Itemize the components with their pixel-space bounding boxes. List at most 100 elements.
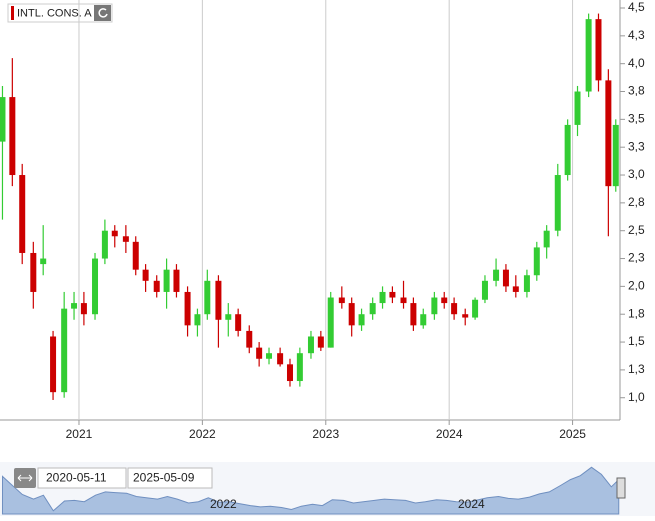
candle-body [481,280,488,300]
candle-body [173,269,180,292]
y-tick-label: 1,0 [628,390,645,404]
range-start-input[interactable] [37,467,127,489]
candle-body [554,175,561,231]
candle-body [19,175,26,253]
y-tick-label: 2,5 [628,223,645,237]
candle-body [163,269,170,292]
candle-body [132,241,139,270]
candle-body [235,314,242,331]
navigator: 2020-05-11 2025-05-09 2022 2024 [0,462,655,516]
candle-body [327,297,334,348]
candle-body [338,297,345,304]
candle-body [431,297,438,315]
candle-body [523,275,530,292]
candle-body [122,236,129,242]
candle-body [317,336,324,348]
y-tick-label: 4,0 [628,56,645,70]
candle-body [379,291,386,304]
x-tick-label: 2024 [436,427,463,441]
candle-body [71,303,78,309]
candles [0,13,619,400]
candle-body [153,280,160,292]
candle-body [215,280,222,320]
candle-body [256,347,263,359]
y-tick-label: 1,8 [628,306,645,320]
candle-body [40,258,47,265]
legend: INTL. CONS. A [7,3,113,23]
candle-body [533,247,540,276]
candle-body [184,291,191,326]
legend-box [7,3,113,23]
candle-body [194,314,201,326]
x-tick-label: 2023 [312,427,339,441]
candle-body [286,364,293,382]
y-tick-label: 3,8 [628,84,645,98]
candle-body [204,280,211,315]
candle-body [369,303,376,315]
candle-body [142,269,149,281]
y-tick-label: 2,3 [628,251,645,265]
candle-body [101,230,108,259]
candle-body [50,336,57,393]
candle-body [246,330,253,348]
refresh-icon [98,8,108,18]
candle-body [410,303,417,326]
candle-body [564,124,571,176]
candle-body [574,91,581,125]
navigator-tick-label: 2022 [210,497,237,511]
candle-body [30,252,37,292]
candle-body [512,286,519,292]
y-tick-label: 1,3 [628,362,645,376]
candle-body [493,269,500,281]
x-tick-label: 2022 [189,427,216,441]
candle-body [61,308,68,393]
navigator-handle[interactable] [616,477,626,499]
candle-body [0,97,6,142]
y-tick-label: 3,0 [628,167,645,181]
plot-area [0,0,620,420]
candle-body [585,19,592,92]
candle-body [502,269,509,287]
y-tick-label: 3,3 [628,139,645,153]
candle-body [543,230,550,248]
x-tick-label: 2025 [559,427,586,441]
candle-body [92,258,99,315]
legend-swatch [11,6,14,20]
candle-body [111,230,118,237]
y-tick-label: 4,5 [628,0,645,14]
candle-body [612,124,619,187]
candle-body [225,314,232,320]
x-tick-label: 2021 [66,427,93,441]
y-tick-label: 2,0 [628,279,645,293]
candle-body [266,353,273,359]
candle-body [296,353,303,382]
range-end-input[interactable] [127,467,213,489]
grid [78,0,574,420]
refresh-button[interactable] [94,5,111,21]
navigator-area [1,466,620,515]
legend-label: INTL. CONS. A [17,7,92,19]
candle-body [400,297,407,304]
candle-body [605,80,612,187]
navigator-toggle-icon [17,474,33,482]
range-start: 2020-05-11 [46,471,107,485]
candle-body [9,97,16,176]
candle-body [420,314,427,326]
range-end: 2025-05-09 [133,471,195,485]
y-tick-label: 2,8 [628,195,645,209]
candle-body [389,291,396,298]
candle-body [358,314,365,326]
candle-body [80,303,87,315]
candle-body [307,336,314,354]
candle-body [451,303,458,315]
candle-body [595,19,602,81]
candle-body [472,299,479,318]
candle-body [462,314,469,318]
navigator-tick-label: 2024 [458,497,485,511]
y-tick-label: 4,3 [628,28,645,42]
y-tick-label: 3,5 [628,112,645,126]
candle-body [441,297,448,304]
y-tick-label: 1,5 [628,334,645,348]
candle-body [348,303,355,326]
